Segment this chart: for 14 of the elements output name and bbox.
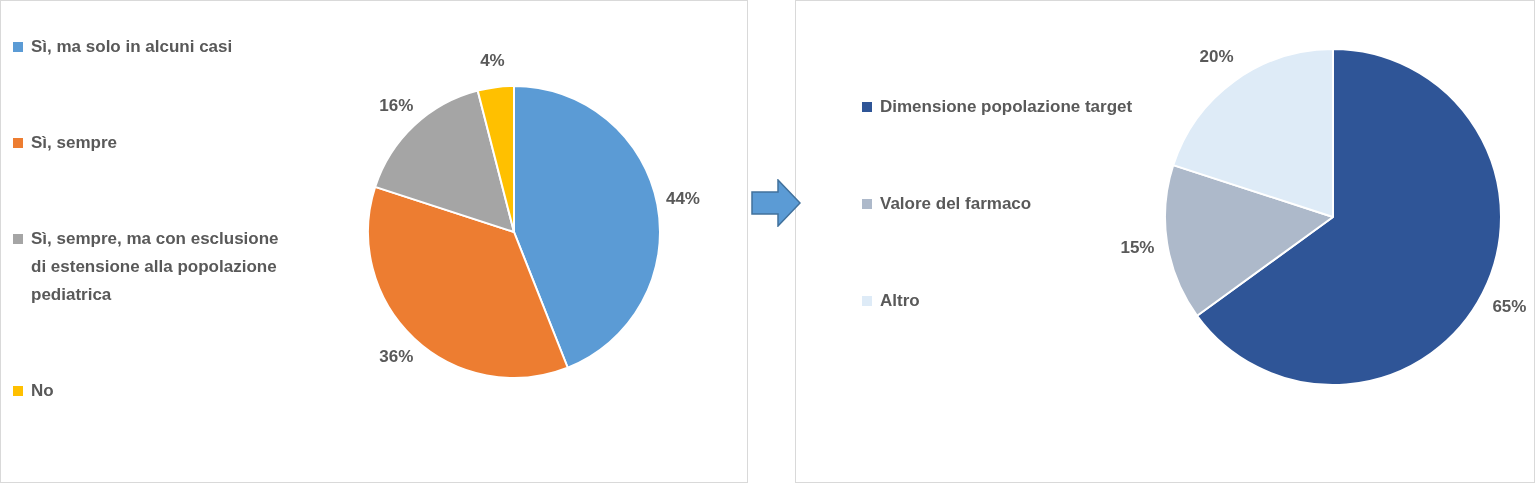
data-label: 15% — [1120, 237, 1155, 257]
data-label: 4% — [480, 51, 505, 71]
legend-label: No — [31, 380, 54, 402]
legend-label: Sì, sempre, ma con esclusione di estensione alla popolazione pediatrica — [31, 228, 280, 306]
legend-label: Sì, ma solo in alcuni casi — [31, 36, 233, 58]
data-label: 16% — [379, 96, 414, 116]
data-label: 65% — [1492, 296, 1527, 316]
legend-label: Valore del farmaco — [880, 193, 1032, 215]
data-label: 36% — [379, 347, 414, 367]
legend-label: Dimensione popolazione target — [880, 96, 1133, 118]
data-label: 20% — [1199, 46, 1234, 66]
data-label: 44% — [665, 189, 700, 209]
legend-label: Altro — [880, 290, 920, 312]
legend-label: Sì, sempre — [31, 132, 117, 154]
